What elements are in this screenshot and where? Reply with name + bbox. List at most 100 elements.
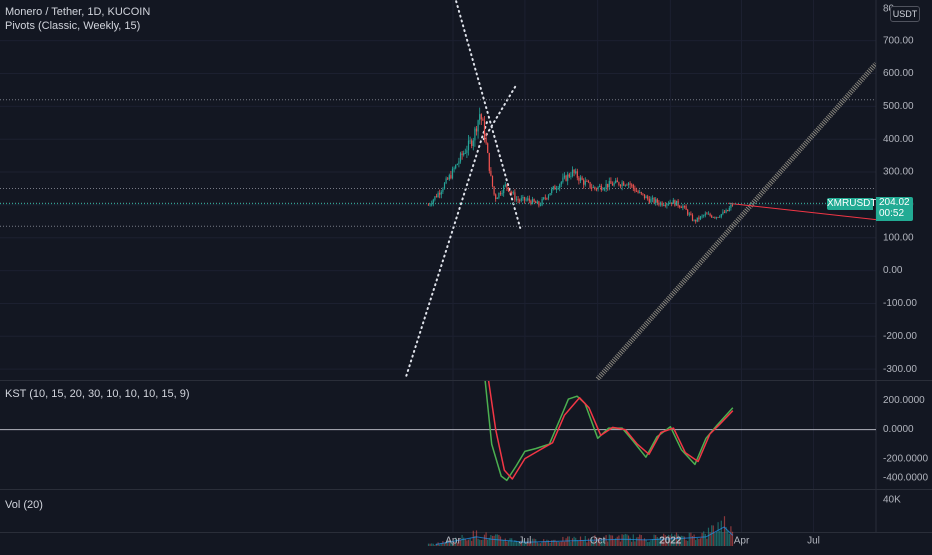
candle-body (730, 204, 732, 208)
volume-bar (445, 543, 447, 546)
last-price-value: 204.02 (879, 197, 910, 208)
volume-bar (552, 539, 554, 546)
volume-bar (605, 535, 607, 546)
candle-body (549, 193, 551, 196)
kst-axis[interactable]: 200.0000 0.0000 -200.0000 -400.0000 (883, 395, 928, 483)
vol-axis[interactable]: 40K (883, 495, 901, 506)
price-axis[interactable]: 80700.00600.00500.00400.00300.00200.0010… (883, 4, 917, 375)
candle-body (565, 175, 567, 181)
kst-legend[interactable]: KST (10, 15, 20, 30, 10, 10, 10, 15, 9) (5, 388, 190, 400)
volume-bar (623, 534, 625, 546)
red-projection-line[interactable] (728, 202, 876, 221)
volume-bar (675, 532, 678, 546)
candle-body (597, 186, 599, 190)
volume-bar (595, 537, 598, 546)
candle-body (490, 170, 492, 176)
volume-bar (551, 540, 553, 546)
volume-bar (573, 536, 575, 546)
volume-bar (731, 531, 734, 546)
channel-trendline[interactable] (595, 61, 876, 380)
candle-body (504, 184, 506, 187)
candle-body (635, 191, 638, 192)
candle-body (514, 192, 516, 200)
candle-body (688, 213, 690, 215)
time-axis[interactable]: Apr Jul Oct 2022 Apr Jul (445, 536, 820, 547)
candle-body (703, 215, 705, 217)
volume-bars (427, 516, 734, 546)
candle-body (517, 199, 519, 201)
candle-body (623, 182, 625, 186)
candle-body (522, 197, 524, 199)
volume-bar (663, 533, 665, 546)
trendline-drawings[interactable] (405, 0, 876, 380)
volume-bar (483, 534, 486, 546)
volume-bar (728, 533, 730, 546)
vol-legend[interactable]: Vol (20) (5, 499, 43, 511)
candle-body (544, 197, 546, 199)
currency-unit-button[interactable]: USDT (890, 6, 920, 22)
candle-body (546, 198, 548, 199)
pivots-legend[interactable]: Pivots (Classic, Weekly, 15) (5, 20, 141, 32)
volume-bar (679, 539, 681, 546)
candle-body (552, 186, 554, 189)
volume-bar (555, 541, 558, 546)
candle-body (450, 175, 452, 179)
candle-body (560, 181, 562, 185)
volume-bar (699, 538, 702, 546)
volume-bar (507, 540, 510, 546)
candle-body (595, 188, 598, 190)
candle-body (674, 200, 676, 206)
candle-body (672, 200, 674, 204)
time-axis-label: Apr (445, 536, 461, 547)
volume-bar (720, 520, 722, 546)
candle-body (591, 187, 593, 189)
candle-body (669, 202, 671, 204)
kst-axis-label: -200.0000 (883, 453, 928, 464)
volume-bar (698, 538, 700, 546)
candle-body (530, 200, 532, 204)
candle-body (605, 183, 607, 189)
volume-bar (530, 541, 532, 546)
candle-body (584, 181, 586, 185)
dotted-trendline-support[interactable] (405, 118, 489, 377)
volume-bar (666, 541, 668, 546)
volume-bar (440, 543, 442, 546)
volume-bar (467, 539, 470, 546)
volume-bar (626, 534, 628, 546)
price-axis-label: -200.00 (883, 331, 917, 342)
volume-bar (685, 540, 687, 546)
volume-bar (715, 531, 718, 546)
volume-bar (709, 532, 711, 546)
volume-bar (581, 540, 583, 546)
volume-bar (539, 543, 542, 546)
dotted-trendline-short[interactable] (482, 83, 518, 141)
dotted-trendline-resistance[interactable] (455, 0, 522, 229)
candle-body (637, 191, 639, 193)
volume-bar (543, 539, 545, 546)
pivot-levels (0, 99, 876, 227)
candles (0, 107, 876, 224)
candle-body (448, 175, 450, 180)
candle-body (461, 153, 463, 156)
symbol-title[interactable]: Monero / Tether, 1D, KUCOIN (5, 6, 151, 18)
candle-body (699, 216, 702, 220)
candle-body (725, 209, 727, 213)
volume-bar (549, 542, 551, 546)
volume-bar (493, 535, 495, 546)
candle-body (671, 202, 673, 204)
candle-body (520, 198, 522, 201)
candle-body (640, 192, 642, 194)
candle-body (589, 182, 591, 188)
volume-bar (464, 538, 466, 546)
candle-body (562, 177, 564, 182)
volume-bar (439, 544, 441, 546)
candle-body (627, 183, 630, 185)
candle-body (626, 184, 628, 186)
candle-body (682, 206, 684, 208)
volume-bar (471, 540, 473, 546)
candle-body (651, 198, 654, 200)
candle-body (539, 204, 542, 206)
volume-bar (712, 525, 714, 546)
